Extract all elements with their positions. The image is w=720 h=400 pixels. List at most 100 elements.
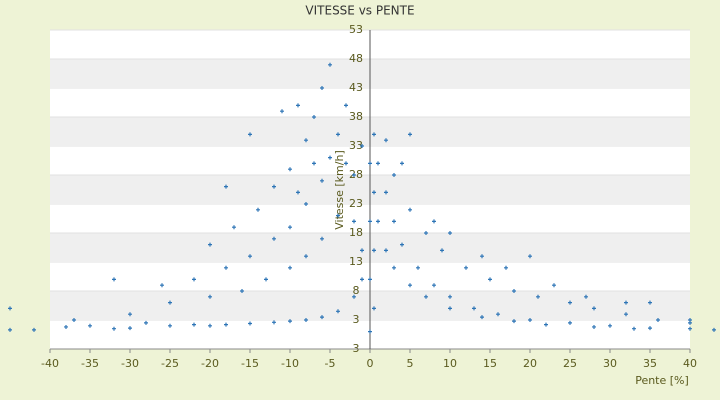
point (496, 312, 500, 317)
x-tick-label: 20 (523, 357, 537, 370)
point (304, 318, 308, 322)
point (344, 161, 348, 166)
point (280, 109, 284, 114)
point (8, 306, 12, 311)
x-tick-label: -20 (201, 357, 219, 370)
point (528, 254, 532, 259)
point (408, 132, 412, 137)
point (424, 231, 428, 235)
point (544, 322, 548, 327)
y-tick-label: 8 (353, 284, 360, 297)
point (272, 236, 276, 241)
point (368, 329, 372, 334)
point (240, 289, 244, 293)
point (384, 248, 388, 253)
point (648, 326, 652, 331)
x-tick-label: -25 (161, 357, 179, 370)
point (304, 254, 308, 259)
point (432, 219, 436, 224)
point (712, 327, 716, 332)
point (568, 320, 572, 325)
point (376, 161, 380, 166)
point (288, 265, 292, 270)
point (352, 294, 356, 299)
point (408, 207, 412, 212)
point (192, 277, 196, 282)
point (128, 326, 132, 331)
point (88, 323, 92, 328)
point (288, 225, 292, 230)
point (112, 277, 116, 282)
point (448, 294, 452, 299)
x-tick-label: -5 (325, 357, 336, 370)
point (304, 202, 308, 206)
point (448, 306, 452, 311)
point (528, 318, 532, 322)
point (408, 283, 412, 288)
y-tick-label: 38 (349, 110, 363, 123)
point (440, 248, 444, 253)
point (224, 265, 228, 270)
chart-title: VITESSE vs PENTE (305, 4, 414, 18)
point (392, 219, 396, 224)
point (248, 254, 252, 259)
point (320, 178, 324, 183)
point (320, 236, 324, 241)
y-tick-label: 48 (349, 52, 363, 65)
point (536, 294, 540, 299)
point (168, 300, 172, 305)
point (296, 103, 300, 108)
point (128, 312, 132, 317)
point (464, 265, 468, 270)
x-tick-label: 5 (407, 357, 414, 370)
point (504, 265, 508, 270)
x-tick-label: 30 (603, 357, 617, 370)
point (336, 213, 340, 218)
point (392, 173, 396, 177)
point (416, 265, 420, 270)
point (312, 161, 316, 166)
point (372, 190, 376, 195)
x-tick-label: 10 (443, 357, 457, 370)
point (224, 184, 228, 189)
point (376, 219, 380, 224)
x-tick-label: -15 (241, 357, 259, 370)
point (296, 190, 300, 195)
point (584, 294, 588, 299)
x-tick-label: -30 (121, 357, 139, 370)
point (336, 132, 340, 137)
x-axis-title: Pente [%] (635, 374, 689, 387)
point (64, 324, 68, 329)
point (656, 318, 660, 322)
point (8, 327, 12, 332)
point (368, 219, 372, 224)
point (688, 326, 692, 331)
y-tick-label: 23 (349, 197, 363, 210)
y-tick-label: 18 (349, 226, 363, 239)
point (448, 231, 452, 235)
point (384, 138, 388, 143)
point (160, 283, 164, 288)
point (320, 86, 324, 90)
point (232, 225, 236, 230)
point (336, 309, 340, 314)
point (480, 315, 484, 320)
point (592, 306, 596, 311)
point (360, 277, 364, 282)
point (208, 242, 212, 247)
point (372, 306, 376, 311)
point (608, 323, 612, 328)
point (512, 319, 516, 324)
y-axis-title: Vitesse [km/h] (333, 150, 346, 230)
point (372, 248, 376, 253)
point (304, 138, 308, 143)
y-tick-label: 33 (349, 139, 363, 152)
point (384, 190, 388, 195)
y-tick-label: 53 (349, 23, 363, 36)
point (288, 319, 292, 324)
x-tick-label: 35 (643, 357, 657, 370)
point (624, 312, 628, 317)
y-tick-label: 3 (353, 313, 360, 326)
point (480, 254, 484, 259)
